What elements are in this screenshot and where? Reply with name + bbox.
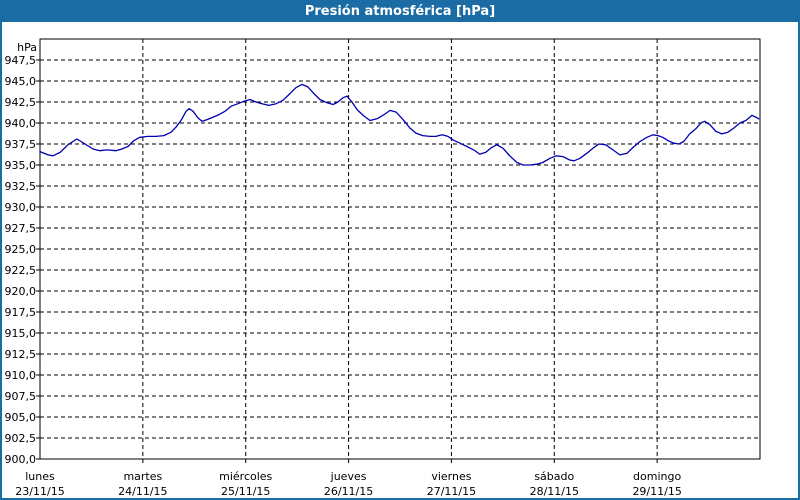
- y-tick-label: 945,0: [5, 75, 37, 88]
- x-day-label: sábado: [534, 470, 574, 483]
- x-day-label: martes: [123, 470, 162, 483]
- y-tick-label: 912,5: [5, 348, 37, 361]
- y-tick-label: 942,5: [5, 96, 37, 109]
- x-day-label: domingo: [633, 470, 681, 483]
- x-day-label: lunes: [25, 470, 55, 483]
- x-date-label: 27/11/15: [427, 485, 476, 498]
- plot-frame: [39, 38, 761, 460]
- y-tick-label: 937,5: [5, 138, 37, 151]
- chart-titlebar: Presión atmosférica [hPa]: [0, 0, 800, 22]
- y-tick-label: 932,5: [5, 180, 37, 193]
- y-tick-label: 915,0: [5, 327, 37, 340]
- x-day-label: viernes: [431, 470, 471, 483]
- y-tick-label: 927,5: [5, 222, 37, 235]
- y-tick-label: 907,5: [5, 390, 37, 403]
- x-date-label: 24/11/15: [118, 485, 167, 498]
- x-date-label: 29/11/15: [632, 485, 681, 498]
- y-tick-label: 935,0: [5, 159, 37, 172]
- y-tick-label: 922,5: [5, 264, 37, 277]
- pressure-series-line: [39, 83, 760, 166]
- y-tick-label: 940,0: [5, 117, 37, 130]
- x-date-label: 25/11/15: [221, 485, 270, 498]
- chart-title: Presión atmosférica [hPa]: [304, 3, 496, 19]
- x-date-label: 26/11/15: [324, 485, 373, 498]
- y-tick-label: 917,5: [5, 306, 37, 319]
- y-tick-label: 900,0: [5, 453, 37, 466]
- x-day-label: miércoles: [219, 470, 272, 483]
- x-date-label: 28/11/15: [530, 485, 579, 498]
- x-day-label: jueves: [330, 470, 367, 483]
- y-tick-label: 925,0: [5, 243, 37, 256]
- y-tick-label: 920,0: [5, 285, 37, 298]
- y-tick-label: 947,5: [5, 54, 37, 67]
- y-axis-unit-label: hPa: [17, 41, 37, 54]
- y-tick-label: 910,0: [5, 369, 37, 382]
- y-tick-label: 902,5: [5, 432, 37, 445]
- y-tick-label: 930,0: [5, 201, 37, 214]
- y-tick-label: 905,0: [5, 411, 37, 424]
- x-date-label: 23/11/15: [15, 485, 64, 498]
